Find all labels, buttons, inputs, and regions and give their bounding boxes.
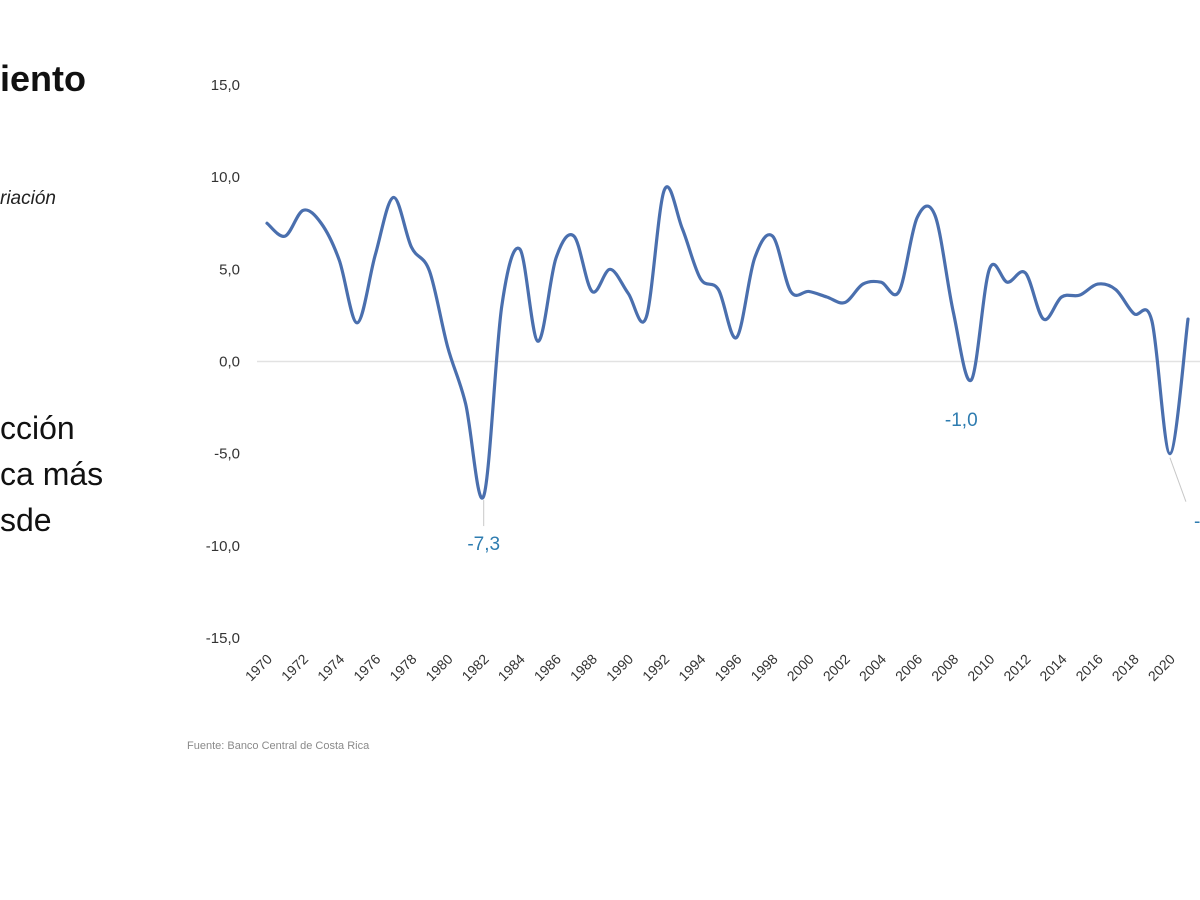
x-tick-label: 2012 xyxy=(1000,651,1033,684)
x-axis-ticks: 1970 1972 1974 1976 1978 1980 1982 1984 1986 1988… xyxy=(242,651,1178,684)
y-axis-ticks: 15,0 10,0 5,0 0,0 -5,0 -10,0 -15,0 xyxy=(206,77,240,647)
x-tick-label: 1976 xyxy=(350,651,383,684)
x-tick-label: 2006 xyxy=(892,651,925,684)
x-tick-label: 1998 xyxy=(747,651,780,684)
commentary-line-2: ca más xyxy=(0,456,104,492)
x-tick-label: 2016 xyxy=(1072,651,1105,684)
x-tick-label: 2010 xyxy=(964,651,997,684)
commentary-line-1: cción xyxy=(0,410,75,446)
x-tick-label: 1990 xyxy=(603,651,636,684)
x-tick-label: 1978 xyxy=(386,651,419,684)
series-line xyxy=(265,185,1190,500)
y-tick-label: 15,0 xyxy=(211,77,240,94)
x-tick-label: 2014 xyxy=(1036,651,1069,684)
data-label: -5,0 xyxy=(1194,512,1200,533)
y-tick-label: -15,0 xyxy=(206,630,240,647)
x-tick-label: 2020 xyxy=(1145,651,1178,684)
x-tick-label: 2004 xyxy=(856,651,889,684)
x-tick-label: 1984 xyxy=(495,651,528,684)
x-tick-label: 1982 xyxy=(458,651,491,684)
y-tick-label: 0,0 xyxy=(219,354,240,371)
chart-subtitle-fragment: riación xyxy=(0,188,56,209)
x-tick-label: 1972 xyxy=(278,651,311,684)
x-tick-label: 2018 xyxy=(1109,651,1142,684)
data-label: -7,3 xyxy=(467,534,500,555)
x-tick-label: 1970 xyxy=(242,651,275,684)
x-tick-label: 2000 xyxy=(784,651,817,684)
y-tick-label: -10,0 xyxy=(206,538,240,555)
x-tick-label: 1994 xyxy=(675,651,708,684)
y-tick-label: 5,0 xyxy=(219,261,240,278)
x-tick-label: 1974 xyxy=(314,651,347,684)
data-label: -1,0 xyxy=(945,410,978,431)
x-tick-label: 1988 xyxy=(567,651,600,684)
data-annotations: -7,3 -1,0 -5,0 xyxy=(467,410,1200,555)
y-tick-label: -5,0 xyxy=(214,446,240,463)
x-tick-label: 1992 xyxy=(639,651,672,684)
x-tick-label: 2002 xyxy=(820,651,853,684)
chart-title-fragment: iento xyxy=(0,58,86,99)
source-note: Fuente: Banco Central de Costa Rica xyxy=(187,740,370,752)
x-tick-label: 1996 xyxy=(711,651,744,684)
x-tick-label: 2008 xyxy=(928,651,961,684)
x-tick-label: 1986 xyxy=(531,651,564,684)
commentary-text: cción ca más sde xyxy=(0,405,103,543)
x-tick-label: 1980 xyxy=(422,651,455,684)
y-tick-label: 10,0 xyxy=(211,169,240,186)
commentary-line-3: sde xyxy=(0,502,52,538)
annotation-leader xyxy=(1169,457,1187,502)
